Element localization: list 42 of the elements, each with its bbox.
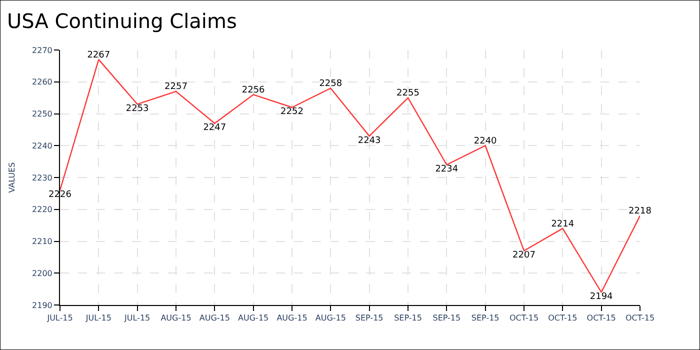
y-tick-label: 2250 (32, 110, 52, 119)
data-label: 2234 (435, 164, 458, 174)
data-label: 2207 (512, 250, 536, 261)
data-label: 2258 (319, 79, 342, 89)
data-label: 2243 (358, 136, 381, 146)
x-tick-label: OCT-15 (548, 314, 578, 323)
x-tick-label: OCT-15 (625, 314, 655, 323)
y-tick-label: 2200 (32, 268, 52, 278)
y-tick-label: 2190 (32, 300, 52, 310)
y-tick-label: 2240 (32, 141, 52, 150)
x-tick-label: AUG-15 (160, 314, 192, 323)
chart-title: USA Continuing Claims (7, 9, 237, 33)
y-tick-label: 2210 (32, 237, 52, 246)
x-tick-label: SEP-15 (394, 314, 422, 323)
x-tick-label: OCT-15 (509, 314, 539, 323)
data-label: 2257 (164, 82, 188, 92)
y-tick-label: 2260 (32, 78, 52, 87)
x-tick-label: AUG-15 (238, 314, 269, 323)
data-label: 2247 (203, 123, 226, 134)
x-tick-label: OCT-15 (586, 314, 616, 323)
x-tick-label: AUG-15 (315, 314, 346, 323)
x-tick-label: AUG-15 (199, 314, 230, 323)
x-tick-label: SEP-15 (432, 314, 461, 323)
y-axis-title: VALUES (8, 162, 17, 193)
x-tick-label: JUL-15 (84, 314, 112, 323)
data-label: 2194 (590, 292, 614, 302)
data-label: 2267 (87, 50, 110, 60)
x-tick-label: SEP-15 (471, 314, 500, 323)
x-tick-label: JUL-15 (124, 314, 150, 323)
data-label: 2255 (396, 88, 420, 99)
y-tick-label: 2230 (32, 173, 52, 182)
data-label: 2214 (551, 219, 574, 230)
data-label: 2253 (126, 104, 149, 114)
data-label: 2240 (474, 136, 498, 146)
y-tick-label: 2270 (32, 46, 52, 55)
data-label: 2256 (242, 85, 266, 96)
y-tick-label: 2220 (32, 205, 52, 214)
data-label: 2218 (628, 206, 652, 216)
data-label: 2252 (280, 107, 304, 118)
x-tick-label: SEP-15 (355, 314, 384, 323)
x-tick-label: AUG-15 (276, 314, 308, 323)
x-tick-label: JUL-15 (46, 314, 73, 323)
